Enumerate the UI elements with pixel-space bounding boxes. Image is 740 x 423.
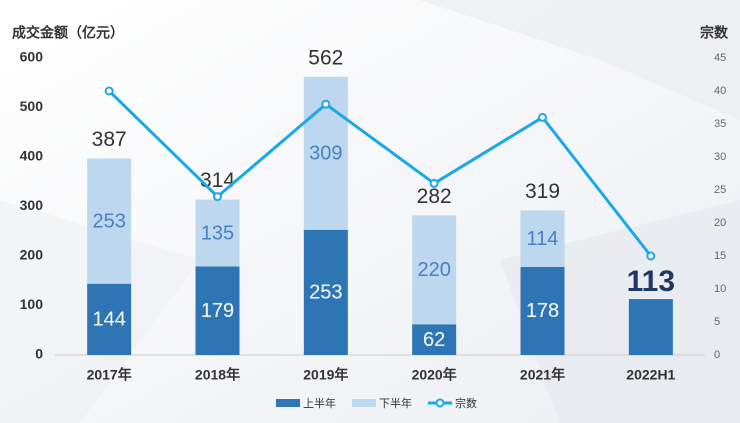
line-point: [538, 112, 547, 122]
bar-label: 220: [417, 259, 450, 281]
y-tick-label: 100: [20, 296, 44, 312]
y2-tick-label: 5: [714, 316, 720, 328]
line-point: [321, 99, 331, 109]
y-tick-label: 600: [20, 49, 44, 65]
x-tick-label: 2020年: [412, 367, 457, 383]
legend-swatch: [435, 398, 445, 408]
bar-label: 114: [527, 228, 559, 250]
line: [108, 89, 653, 257]
bar-label: 253: [309, 282, 342, 304]
y2-tick-label: 35: [714, 118, 726, 130]
bar-segment: [520, 266, 565, 355]
y2-tick-label: 45: [714, 52, 726, 64]
bar-segment: [87, 158, 132, 284]
bar-label: 253: [92, 210, 125, 232]
total-label: 562: [308, 46, 343, 69]
line-point: [104, 86, 114, 96]
bar-label: 309: [309, 143, 342, 165]
bar-segment: [628, 299, 673, 355]
bar-label: 135: [201, 222, 234, 244]
bar-label: 62: [423, 329, 445, 351]
x-tick-label: 2017年: [87, 367, 132, 383]
y2-tick-label: 10: [714, 283, 726, 295]
legend-label: 宗数: [455, 396, 477, 410]
y-tick-label: 300: [20, 197, 44, 213]
x-tick-label: 2022H1: [626, 367, 675, 383]
bar-segment: [195, 266, 240, 355]
y2-tick-label: 0: [714, 349, 720, 361]
bar-segment: [303, 229, 348, 355]
y-tick-label: 400: [20, 148, 44, 164]
bar-segment: [412, 215, 457, 325]
y2-tick-label: 15: [714, 250, 726, 262]
bar-segment: [195, 199, 240, 267]
x-tick-label: 2021年: [520, 367, 565, 383]
y2-axis-title: 宗数: [700, 25, 729, 41]
line-point: [429, 178, 439, 188]
y2-tick-label: 40: [714, 85, 726, 97]
total-label: 314: [200, 169, 235, 192]
y-tick-label: 200: [20, 247, 44, 263]
total-label: 113: [627, 265, 675, 298]
legend-swatch: [276, 399, 300, 407]
y-tick-label: 500: [20, 98, 44, 114]
line-point: [646, 251, 656, 261]
x-tick-label: 2018年: [195, 367, 240, 383]
y-tick-label: 0: [35, 346, 43, 362]
bar-segment: [412, 324, 457, 355]
legend-label: 下半年: [379, 396, 412, 410]
y2-tick-label: 20: [714, 217, 726, 229]
bar-segment: [520, 210, 565, 267]
total-label: 282: [417, 185, 452, 208]
bg-shape: [420, 0, 740, 120]
bar-label: 179: [201, 300, 234, 322]
bar-segment: [87, 283, 132, 355]
y-axis-title: 成交金额（亿元）: [12, 25, 124, 41]
y2-tick-label: 30: [714, 151, 726, 163]
total-label: 319: [525, 180, 560, 203]
bar-label: 144: [92, 309, 125, 331]
y2-tick-label: 25: [714, 184, 726, 196]
legend-swatch: [352, 399, 376, 407]
line-point: [213, 192, 222, 202]
total-label: 387: [92, 128, 127, 151]
x-tick-label: 2019年: [303, 367, 348, 383]
legend-label: 上半年: [303, 396, 336, 410]
bar-label: 178: [526, 300, 559, 322]
